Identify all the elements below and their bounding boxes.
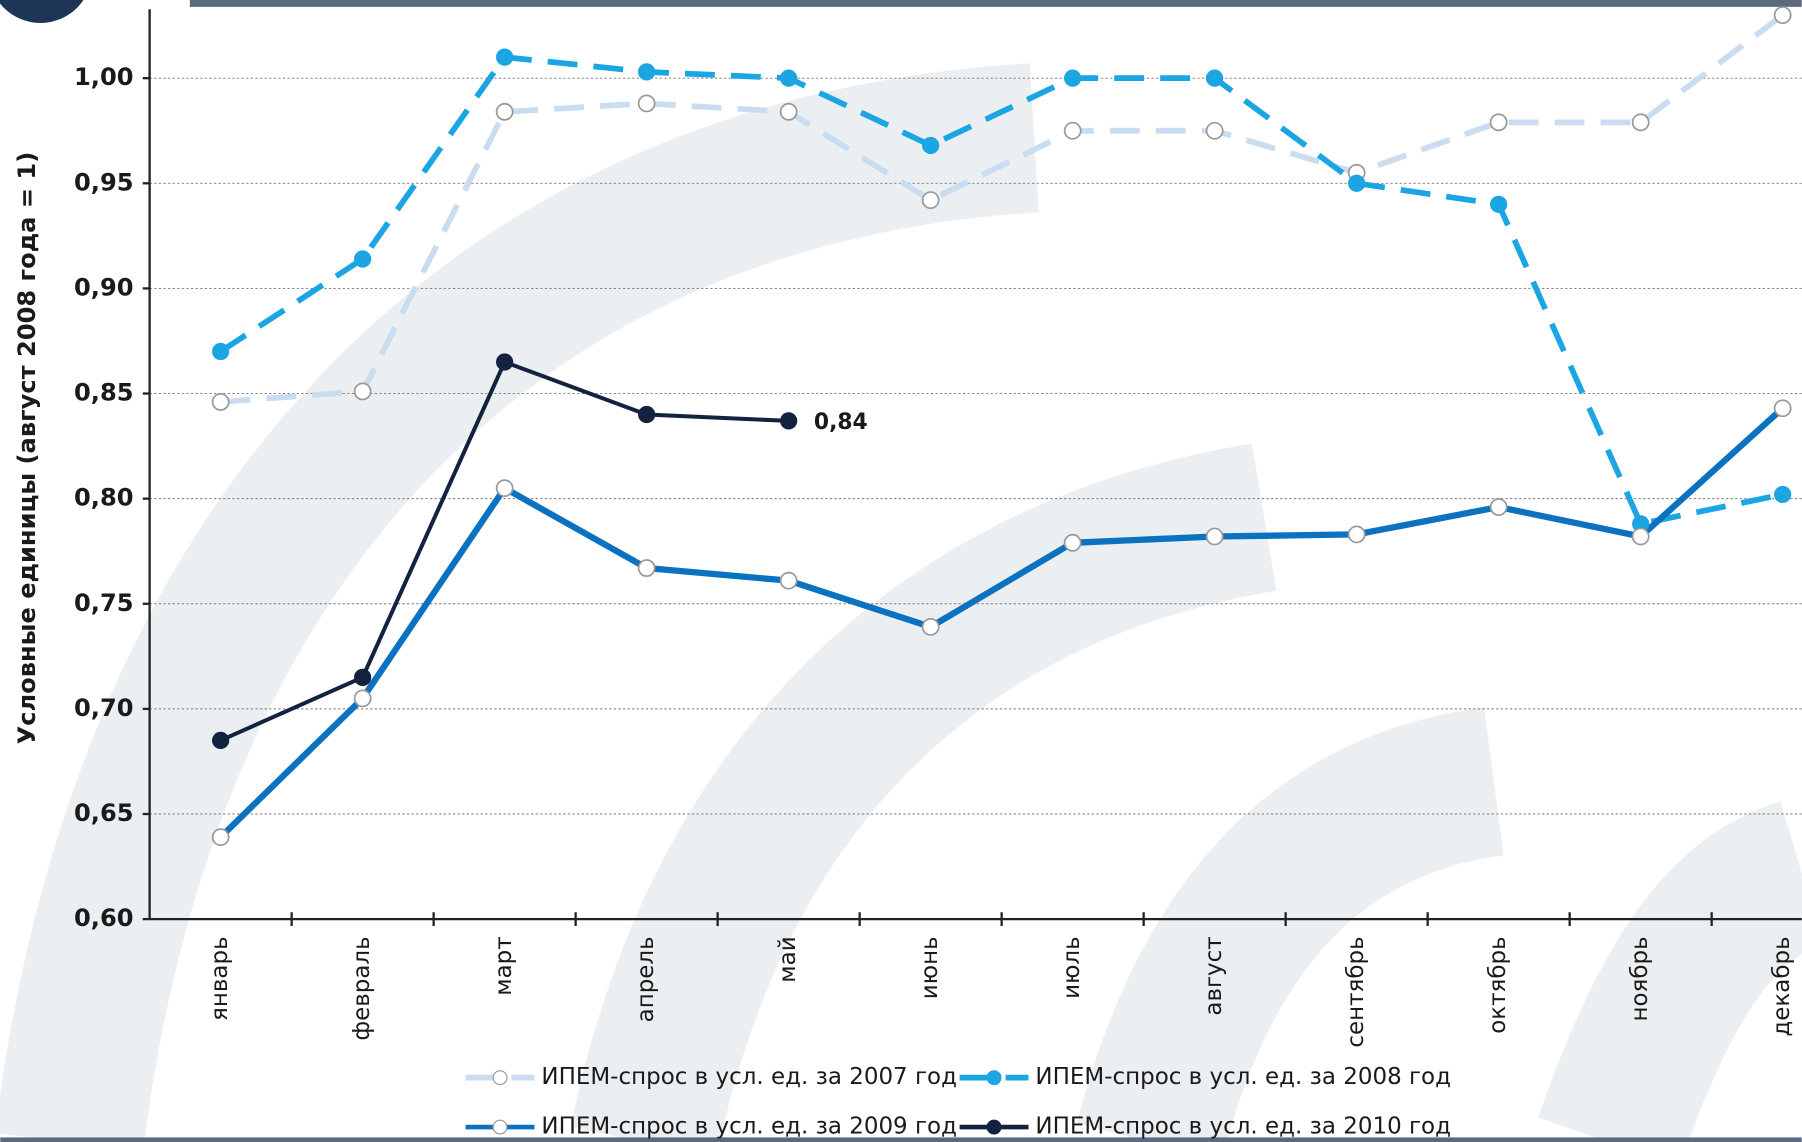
x-tick-label: июль — [1059, 936, 1085, 998]
data-point — [781, 104, 797, 120]
data-point — [923, 192, 939, 208]
data-point — [1775, 486, 1791, 502]
y-tick-label: 0,85 — [74, 379, 133, 407]
y-tick-label: 0,65 — [74, 799, 133, 827]
x-tick-label: декабрь — [1769, 936, 1795, 1036]
data-point — [1207, 528, 1223, 544]
data-point — [781, 70, 797, 86]
x-tick-label: июнь — [917, 936, 943, 999]
legend-label: ИПЕМ-спрос в усл. ед. за 2008 год — [1035, 1064, 1451, 1090]
y-axis-label: Условные единицы (август 2008 года = 1) — [13, 152, 41, 745]
data-point — [355, 383, 371, 399]
data-point — [213, 829, 229, 845]
data-point — [923, 137, 939, 153]
x-tick-label: февраль — [349, 936, 375, 1040]
legend-label: ИПЕМ-спрос в усл. ед. за 2010 год — [1035, 1114, 1451, 1140]
y-tick-label: 1,00 — [74, 63, 133, 91]
data-point — [1065, 535, 1081, 551]
data-point — [355, 669, 371, 685]
logo-fragment — [0, 0, 92, 23]
x-tick-label: январь — [207, 936, 233, 1021]
legend-label: ИПЕМ-спрос в усл. ед. за 2007 год — [541, 1064, 957, 1090]
data-point — [355, 690, 371, 706]
data-point — [1775, 7, 1791, 23]
chart: Условные единицы (август 2008 года = 1) … — [0, 0, 1802, 1142]
x-tick-label: март — [491, 936, 517, 995]
x-tick-label: апрель — [633, 936, 659, 1022]
legend-marker — [987, 1120, 1001, 1134]
data-point — [1065, 123, 1081, 139]
x-tick-label: октябрь — [1485, 936, 1511, 1033]
data-point — [213, 394, 229, 410]
data-point — [639, 407, 655, 423]
data-point — [781, 573, 797, 589]
data-point — [1491, 196, 1507, 212]
data-point — [213, 732, 229, 748]
legend-marker — [493, 1071, 507, 1085]
data-point — [355, 251, 371, 267]
legend-marker — [493, 1120, 507, 1134]
data-point — [1349, 175, 1365, 191]
data-point — [639, 560, 655, 576]
data-point — [1491, 499, 1507, 515]
data-point — [1633, 528, 1649, 544]
data-point — [1349, 526, 1365, 542]
data-point — [1633, 114, 1649, 130]
y-tick-label: 0,90 — [74, 273, 133, 301]
y-tick-label: 0,80 — [74, 484, 133, 512]
data-point — [639, 95, 655, 111]
x-tick-label: ноябрь — [1627, 936, 1653, 1021]
y-tick-label: 0,95 — [74, 168, 133, 196]
data-point — [213, 343, 229, 359]
data-point — [497, 480, 513, 496]
legend-label: ИПЕМ-спрос в усл. ед. за 2009 год — [541, 1114, 957, 1140]
y-tick-label: 0,60 — [74, 904, 133, 932]
x-tick-label: сентябрь — [1343, 936, 1369, 1047]
data-point — [497, 104, 513, 120]
legend-marker — [987, 1071, 1001, 1085]
header-band — [190, 0, 1802, 7]
x-tick-label: август — [1201, 936, 1227, 1015]
data-point — [923, 619, 939, 635]
data-point — [497, 354, 513, 370]
data-point — [639, 64, 655, 80]
data-point — [497, 49, 513, 65]
y-tick-label: 0,70 — [74, 694, 133, 722]
data-point — [781, 413, 797, 429]
value-label: 0,84 — [814, 410, 868, 435]
data-point — [1775, 400, 1791, 416]
data-point — [1065, 70, 1081, 86]
data-point — [1491, 114, 1507, 130]
x-tick-label: май — [775, 936, 801, 982]
data-point — [1207, 70, 1223, 86]
y-tick-label: 0,75 — [74, 589, 133, 617]
data-point — [1207, 123, 1223, 139]
